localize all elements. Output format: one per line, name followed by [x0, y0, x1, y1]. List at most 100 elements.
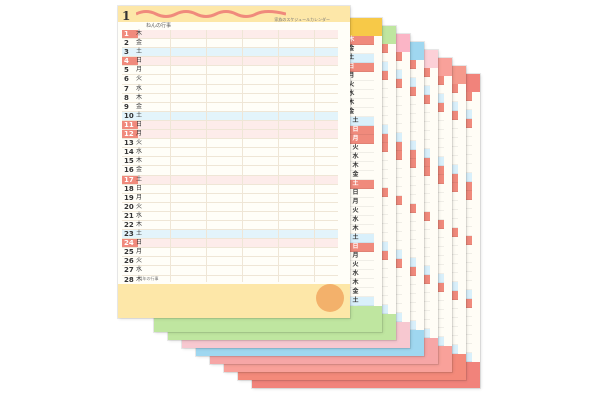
day-row[interactable]: 20 火: [122, 203, 338, 212]
day-row[interactable]: 26 火: [122, 257, 338, 267]
day-row[interactable]: 22 木: [122, 220, 338, 231]
grid-divider: [278, 30, 279, 282]
weekday-label: 火: [136, 257, 143, 265]
day-number: 4: [122, 57, 138, 66]
day-number: 25: [124, 248, 134, 257]
day-row[interactable]: 19 月: [122, 194, 338, 203]
back-day-row: 16 金: [340, 171, 374, 180]
back-day-row: 28 木: [340, 279, 374, 288]
weekday-label: 日: [136, 120, 143, 128]
day-row[interactable]: 13 火: [122, 139, 338, 149]
day-row[interactable]: 21 水: [122, 212, 338, 221]
day-number: 18: [124, 184, 134, 193]
back-day-row: 20 火: [340, 207, 374, 216]
day-number: 27: [124, 266, 134, 275]
weekday-label: 金: [136, 39, 143, 47]
day-row[interactable]: 12 月: [122, 130, 338, 140]
weekday-label: 木: [136, 220, 143, 228]
back-day-row: 30 土: [340, 297, 374, 306]
back-day-row: 19 月: [340, 198, 374, 207]
day-number: 7: [124, 84, 129, 93]
back-day-row: 14 水: [340, 153, 374, 162]
sheet-subtitle: ねんの行事: [146, 23, 172, 29]
day-row[interactable]: 18 日: [122, 185, 338, 194]
weekday-label: 金: [136, 102, 143, 110]
weekday-label: 火: [136, 75, 143, 83]
day-number: 17: [122, 175, 138, 184]
day-number: 23: [124, 230, 134, 239]
month-number: 1: [122, 9, 131, 23]
back-day-row: 15 木: [340, 162, 374, 171]
grid-divider: [170, 30, 171, 282]
day-number: 16: [124, 166, 134, 175]
grid-divider: [206, 30, 207, 282]
back-day-row: 29 金: [340, 288, 374, 297]
weekday-label: 水: [136, 84, 143, 92]
day-number: 20: [124, 202, 134, 211]
back-day-row: 11 日: [340, 126, 374, 135]
day-row[interactable]: 23 土: [122, 230, 338, 240]
day-row[interactable]: 24 日: [122, 239, 338, 249]
weekday-label: 日: [136, 239, 143, 247]
cat-illustration: [316, 284, 344, 312]
back-day-row: 10 土: [340, 117, 374, 126]
day-number: 12: [122, 130, 138, 139]
day-row[interactable]: 16 金: [122, 166, 338, 176]
weekday-label: 木: [136, 93, 143, 101]
back-day-row: 12 月: [340, 135, 374, 144]
day-row[interactable]: 27 水: [122, 266, 338, 276]
weekday-label: 火: [136, 139, 143, 147]
day-number: 19: [124, 193, 134, 202]
weekday-label: 土: [136, 111, 143, 119]
back-day-row: 22 木: [340, 225, 374, 234]
day-row[interactable]: 25 月: [122, 248, 338, 258]
day-number: 10: [124, 111, 134, 120]
weekday-label: 水: [136, 148, 143, 156]
day-number: 6: [124, 75, 129, 84]
weekday-label: 木: [136, 275, 143, 283]
day-row[interactable]: 14 水: [122, 148, 338, 158]
day-number: 26: [124, 257, 134, 266]
back-day-row: 25 月: [340, 252, 374, 261]
weekday-label: 水: [136, 266, 143, 274]
weekday-label: 水: [136, 211, 143, 219]
back-day-row: 21 水: [340, 216, 374, 225]
weekday-label: 木: [136, 30, 143, 37]
day-number: 28: [124, 275, 134, 284]
weekday-label: 日: [136, 184, 143, 192]
weekday-label: 金: [136, 166, 143, 174]
day-row[interactable]: 11 日: [122, 120, 338, 131]
day-number: 15: [124, 157, 134, 166]
day-row[interactable]: 10 土: [122, 111, 338, 121]
day-number: 22: [124, 220, 134, 229]
day-number: 3: [124, 48, 129, 57]
sheet-caption: 家族のスケジュールカレンダー: [274, 17, 330, 22]
day-number: 2: [124, 39, 129, 48]
day-grid: 1 木 2 金 3 土 4 日 5 月 6 火 7 水 8 木 9 金 10 土 11 日 12 月 13 火 14 水 15 木 16 金 1…: [122, 30, 338, 312]
back-day-row: 26 火: [340, 261, 374, 270]
back-day-row: 18 日: [340, 189, 374, 198]
weekday-label: 火: [136, 202, 143, 210]
day-row[interactable]: 15 木: [122, 157, 338, 167]
day-number: 11: [122, 120, 138, 129]
day-number: 14: [124, 148, 134, 157]
weekday-label: 木: [136, 157, 143, 165]
day-row[interactable]: 17 土: [122, 175, 338, 185]
footer-note: 1年の行事: [140, 276, 159, 281]
grid-divider: [242, 30, 243, 282]
back-day-row: 17 土: [340, 180, 374, 189]
sheet-footer: [118, 284, 350, 318]
day-number: 21: [124, 211, 134, 220]
header-squiggle-decoration: [136, 10, 286, 18]
